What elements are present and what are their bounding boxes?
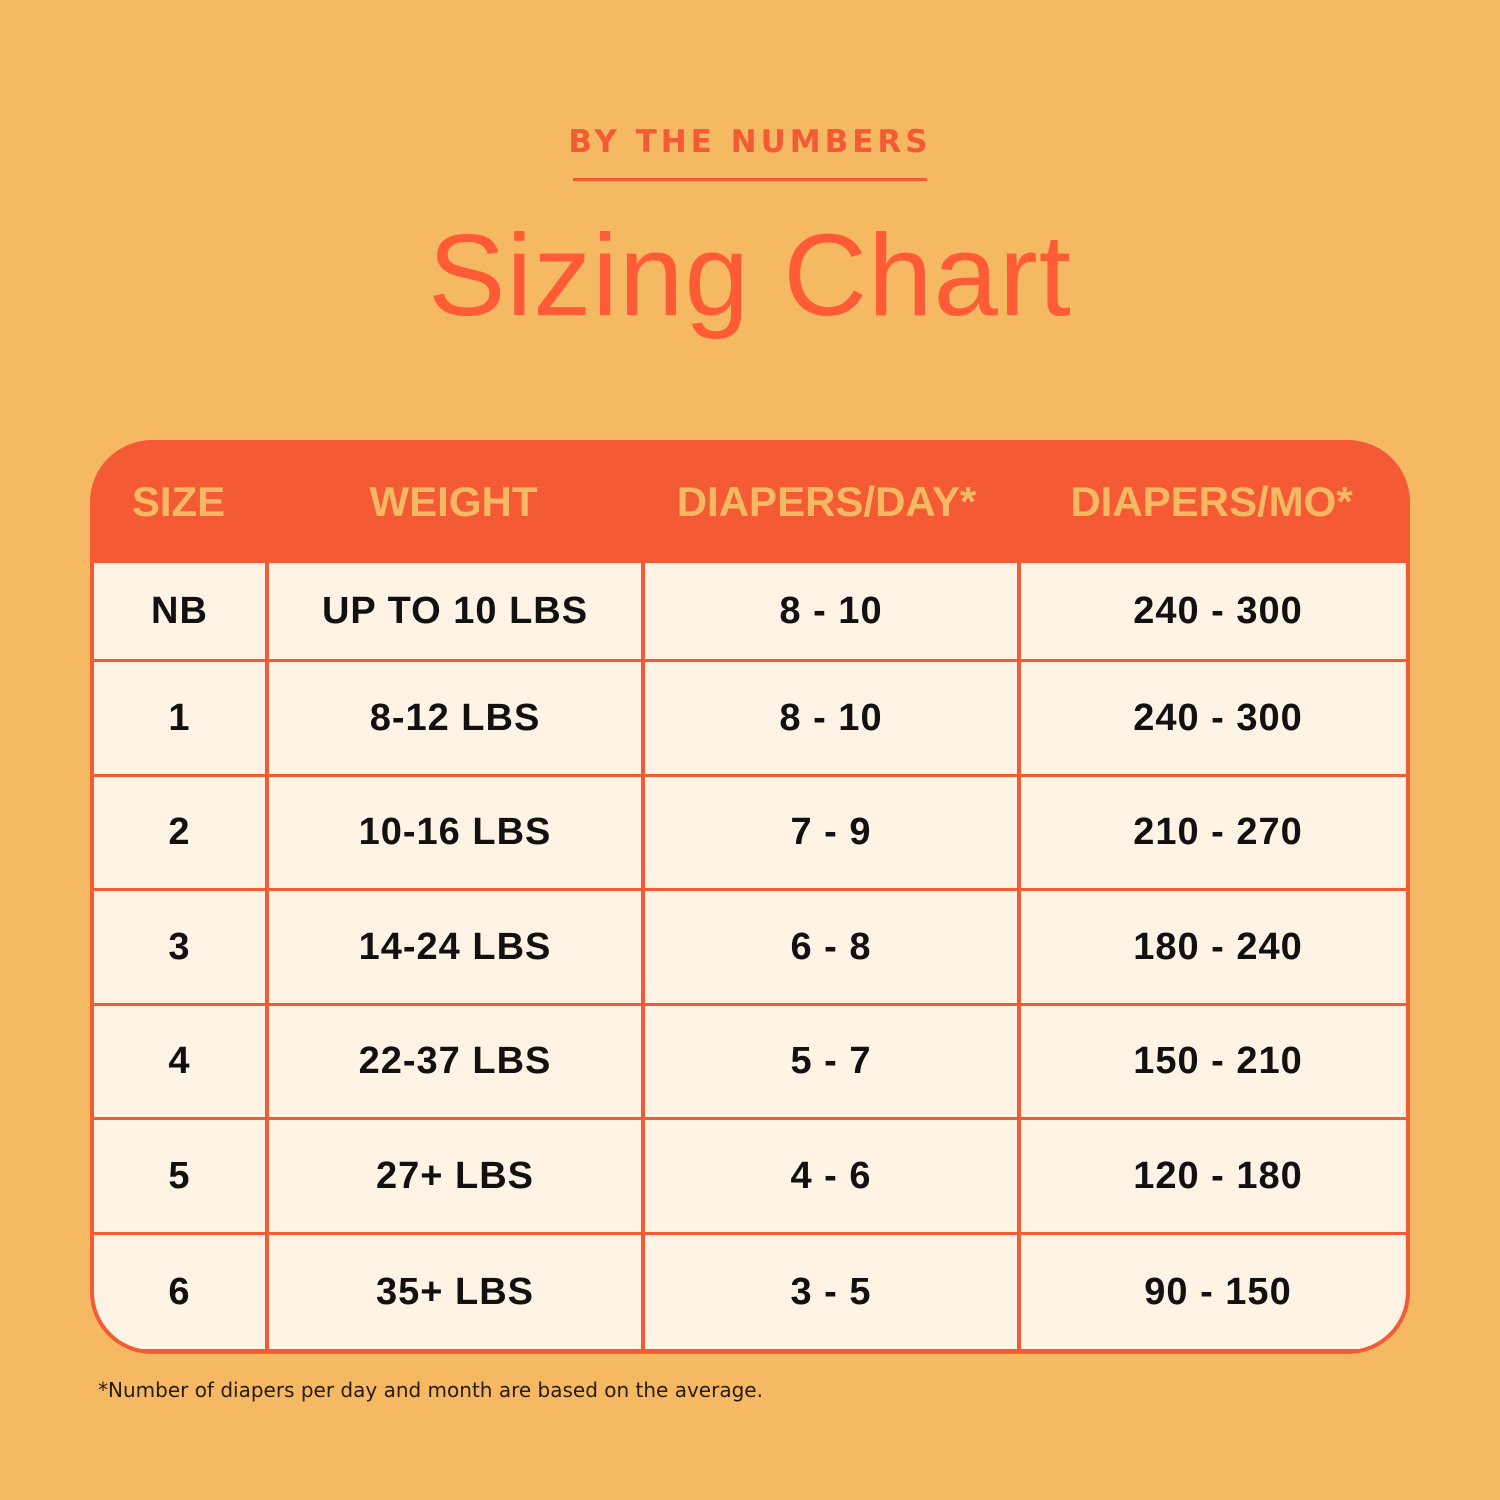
cell-size: 1 [94,662,265,774]
cell-diapers-day: 3 - 5 [645,1235,1017,1349]
sizing-table: SIZE WEIGHT DIAPERS/DAY* DIAPERS/MO* NB U… [90,440,1410,1354]
header-size: SIZE [131,477,226,525]
cell-diapers-month: 120 - 180 [1021,1120,1406,1232]
table-header: SIZE WEIGHT DIAPERS/DAY* DIAPERS/MO* [90,440,1410,563]
header-weight: WEIGHT [369,477,538,525]
cell-weight: 14-24 LBS [269,891,641,1003]
footnote: *Number of diapers per day and month are… [98,1378,763,1402]
cell-size: 6 [94,1235,265,1349]
cell-weight: 10-16 LBS [269,777,641,888]
cell-diapers-day: 5 - 7 [645,1006,1017,1117]
page-title: Sizing Chart [428,210,1072,340]
cell-diapers-month: 210 - 270 [1021,777,1406,888]
cell-weight: 22-37 LBS [269,1006,641,1117]
cell-weight: 35+ LBS [269,1235,641,1349]
cell-size: NB [94,563,265,659]
eyebrow-underline [573,178,927,181]
cell-diapers-month: 90 - 150 [1021,1235,1406,1349]
header-diapers-day: DIAPERS/DAY* [676,477,977,525]
cell-diapers-day: 8 - 10 [645,563,1017,659]
cell-diapers-month: 150 - 210 [1021,1006,1406,1117]
cell-diapers-month: 180 - 240 [1021,891,1406,1003]
cell-size: 5 [94,1120,265,1232]
header-diapers-month: DIAPERS/MO* [1070,477,1353,525]
cell-weight: 27+ LBS [269,1120,641,1232]
cell-weight: 8-12 LBS [269,662,641,774]
cell-weight: UP TO 10 LBS [269,563,641,659]
cell-diapers-day: 8 - 10 [645,662,1017,774]
cell-diapers-day: 6 - 8 [645,891,1017,1003]
table-body: NB UP TO 10 LBS 8 - 10 240 - 300 1 8-12 LBS 8 … [94,563,1406,1350]
cell-size: 2 [94,777,265,888]
cell-diapers-month: 240 - 300 [1021,662,1406,774]
cell-size: 3 [94,891,265,1003]
cell-diapers-month: 240 - 300 [1021,563,1406,659]
cell-size: 4 [94,1006,265,1117]
cell-diapers-day: 4 - 6 [645,1120,1017,1232]
cell-diapers-day: 7 - 9 [645,777,1017,888]
eyebrow-label: BY THE NUMBERS [568,124,932,160]
